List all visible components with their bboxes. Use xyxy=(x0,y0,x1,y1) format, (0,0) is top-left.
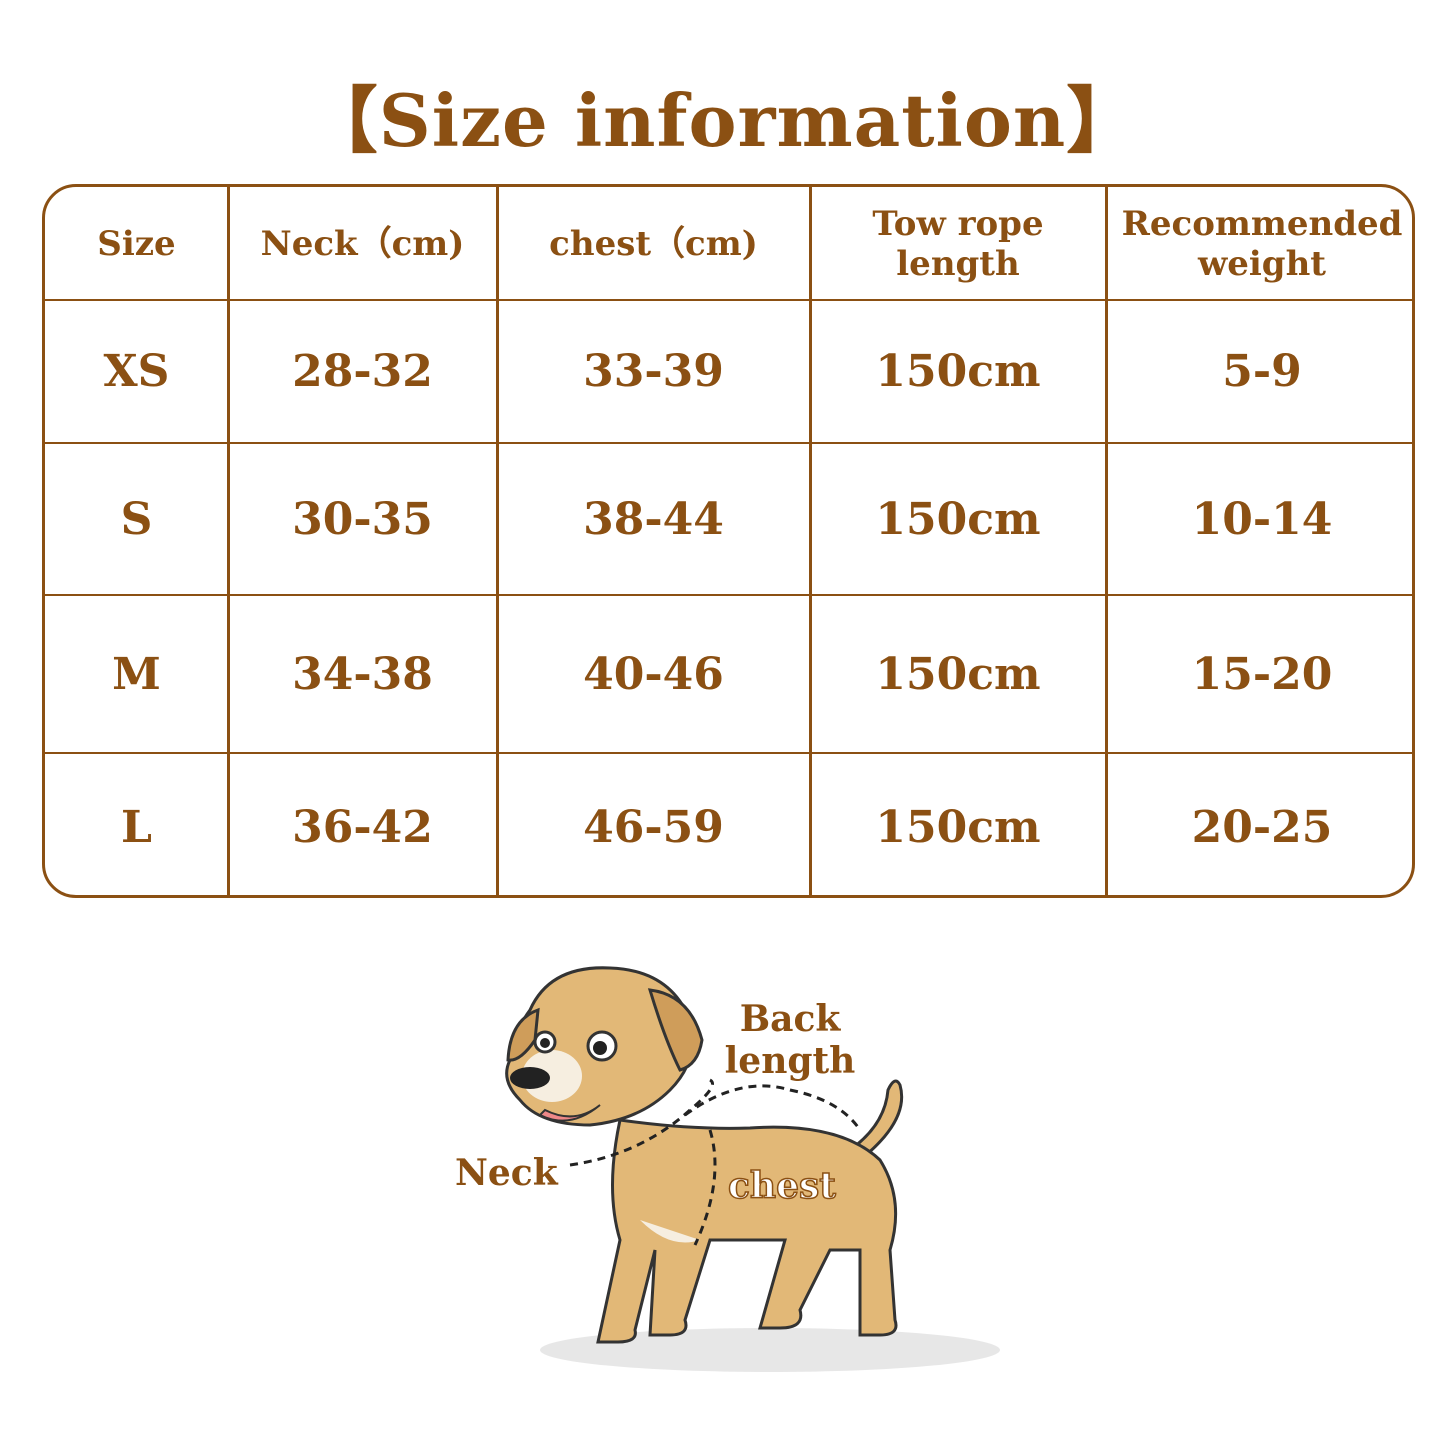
column-header: Size xyxy=(97,223,176,264)
back-length-label: Back length xyxy=(724,998,856,1082)
table-cell: M xyxy=(112,648,161,700)
dog-illustration xyxy=(505,966,1000,1372)
column-header: Neck（cm) xyxy=(260,223,465,264)
table-cell: S xyxy=(120,493,153,545)
neck-label: Neck xyxy=(455,1152,558,1194)
table-cell: XS xyxy=(103,346,170,397)
chest-label: chest xyxy=(727,1164,836,1208)
column-header: Tow rope length xyxy=(872,203,1044,284)
size-table: Size Neck（cm) chest（cm) Tow rope length Reco… xyxy=(42,184,1415,898)
table-cell: 46-59 xyxy=(583,801,724,853)
table-cell: 28-32 xyxy=(292,346,433,397)
table-cell: L xyxy=(121,801,152,853)
column-header: Recommended weight xyxy=(1121,203,1403,284)
shadow xyxy=(540,1328,1000,1372)
table-cell: 15-20 xyxy=(1191,648,1333,700)
column-header: chest（cm) xyxy=(549,223,758,264)
table-cell: 33-39 xyxy=(583,346,724,397)
row-divider xyxy=(45,594,1412,596)
table-cell: 34-38 xyxy=(292,648,433,700)
table-cell: 36-42 xyxy=(292,801,433,853)
row-divider xyxy=(45,442,1412,444)
table-cell: 150cm xyxy=(875,801,1041,853)
row-divider xyxy=(45,299,1412,301)
table-cell: 20-25 xyxy=(1191,801,1333,853)
table-cell: 38-44 xyxy=(583,493,724,545)
column-divider xyxy=(227,187,230,895)
table-cell: 150cm xyxy=(875,493,1041,545)
table-cell: 30-35 xyxy=(292,493,433,545)
table-cell: 10-14 xyxy=(1191,493,1333,545)
column-divider xyxy=(809,187,812,895)
table-cell: 40-46 xyxy=(583,648,724,700)
table-cell: 150cm xyxy=(875,346,1041,397)
column-divider xyxy=(1105,187,1108,895)
page-title: 【Size information】 xyxy=(305,78,1140,163)
table-cell: 5-9 xyxy=(1222,346,1302,397)
column-divider xyxy=(496,187,499,895)
row-divider xyxy=(45,752,1412,754)
table-cell: 150cm xyxy=(875,648,1041,700)
